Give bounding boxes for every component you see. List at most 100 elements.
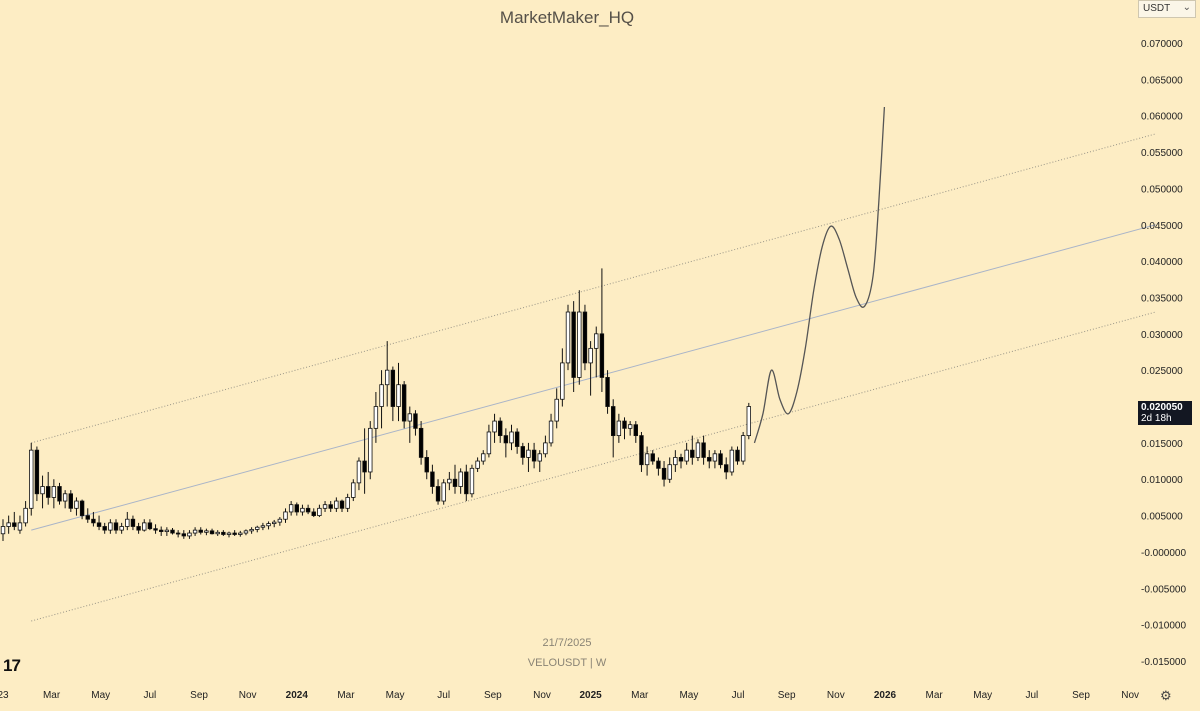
projection-path: [753, 106, 886, 444]
candle-body: [96, 522, 102, 527]
candle-body: [368, 427, 373, 473]
candle-body: [707, 457, 712, 462]
x-tick-label: Sep: [190, 690, 208, 701]
candle-body: [396, 384, 401, 407]
candle-body: [724, 464, 729, 473]
currency-selector[interactable]: USDT ⌄: [1138, 0, 1196, 18]
candle-body: [305, 507, 311, 513]
candle-body: [158, 529, 164, 532]
candle-body: [481, 453, 486, 462]
candle-body: [424, 457, 429, 473]
y-tick-label: -0.010000: [1141, 621, 1186, 632]
watermark-date: 21/7/2025: [542, 637, 592, 649]
x-tick-label: Jul: [1025, 690, 1038, 701]
candle-body: [548, 420, 554, 444]
x-tick-label: Mar: [337, 690, 355, 701]
candle-body: [418, 427, 424, 458]
candle-body: [571, 311, 576, 378]
candle-body: [729, 449, 735, 473]
candle-body: [351, 482, 356, 498]
candle-body: [588, 347, 593, 364]
candle-body: [701, 442, 706, 458]
candle-body: [300, 507, 305, 513]
candle-body: [243, 530, 249, 534]
candle-body: [379, 384, 384, 407]
candle-body: [192, 529, 198, 534]
candle-body: [317, 507, 322, 516]
candle-body: [125, 518, 130, 527]
candle-body: [181, 533, 186, 537]
candle-body: [407, 413, 412, 422]
x-tick-label: Nov: [827, 690, 845, 701]
candle-body: [23, 507, 28, 524]
candle-body: [226, 532, 232, 535]
candle-body: [543, 442, 548, 455]
candle-body: [249, 529, 254, 532]
candle-body: [373, 406, 379, 429]
candle-body: [328, 504, 333, 509]
last-price-value: 0.020050: [1141, 402, 1183, 413]
currency-value: USDT: [1143, 3, 1171, 14]
candle-body: [611, 406, 616, 437]
candle-body: [40, 486, 45, 495]
candle-body: [221, 531, 226, 535]
candle-body: [215, 531, 220, 535]
candle-body: [147, 522, 153, 530]
candle-body: [79, 500, 85, 516]
candle-body: [627, 424, 633, 429]
candle-body: [164, 529, 170, 532]
y-tick-label: 0.040000: [1141, 257, 1183, 268]
candle-body: [311, 511, 316, 516]
candle-body: [271, 521, 277, 524]
candle-body: [153, 528, 158, 531]
bar-countdown: 2d 18h: [1141, 413, 1172, 424]
y-tick-label: -0.000000: [1141, 548, 1186, 559]
candle-body: [413, 413, 418, 429]
candle-body: [650, 453, 655, 462]
x-tick-label: Jul: [144, 690, 157, 701]
candle-body: [119, 526, 124, 531]
candle-body: [514, 431, 520, 447]
candle-body: [260, 525, 266, 528]
x-tick-label: Sep: [1072, 690, 1090, 701]
candle-body: [605, 377, 610, 407]
candle-body: [108, 522, 113, 531]
candle-body: [187, 532, 192, 537]
candle-body: [362, 460, 367, 473]
candle-body: [520, 446, 525, 458]
candle-body: [469, 467, 475, 495]
y-tick-label: 0.035000: [1141, 293, 1183, 304]
candle-body: [718, 453, 723, 466]
candle-body: [170, 529, 175, 534]
x-tick-label: Jul: [732, 690, 745, 701]
chevron-down-icon: ⌄: [1182, 2, 1191, 13]
candle-body: [17, 522, 23, 531]
candle-body: [690, 449, 695, 458]
candle-body: [492, 420, 497, 433]
candle-body: [644, 453, 650, 466]
y-tick-label: 0.045000: [1141, 221, 1183, 232]
candle-body: [142, 522, 147, 531]
candle-body: [85, 515, 90, 520]
chart-title: MarketMaker_HQ: [499, 8, 635, 27]
candle-body: [62, 493, 68, 502]
candle-body: [283, 511, 288, 520]
candle-body: [560, 362, 565, 400]
candle-body: [531, 449, 537, 462]
candle-body: [57, 486, 62, 502]
candle-body: [746, 406, 751, 437]
gear-icon[interactable]: ⚙: [1160, 688, 1172, 703]
x-tick-label: 23: [0, 690, 9, 701]
x-tick-label: May: [91, 690, 110, 701]
y-tick-label: 0.030000: [1141, 330, 1183, 341]
candle-body: [294, 504, 299, 513]
candle-body: [458, 471, 463, 487]
candle-body: [509, 431, 514, 444]
candle-body: [401, 384, 407, 422]
candle-body: [740, 435, 746, 462]
candle-body: [322, 504, 328, 509]
channel-upper-line: [31, 133, 1156, 444]
candle-body: [497, 420, 503, 437]
